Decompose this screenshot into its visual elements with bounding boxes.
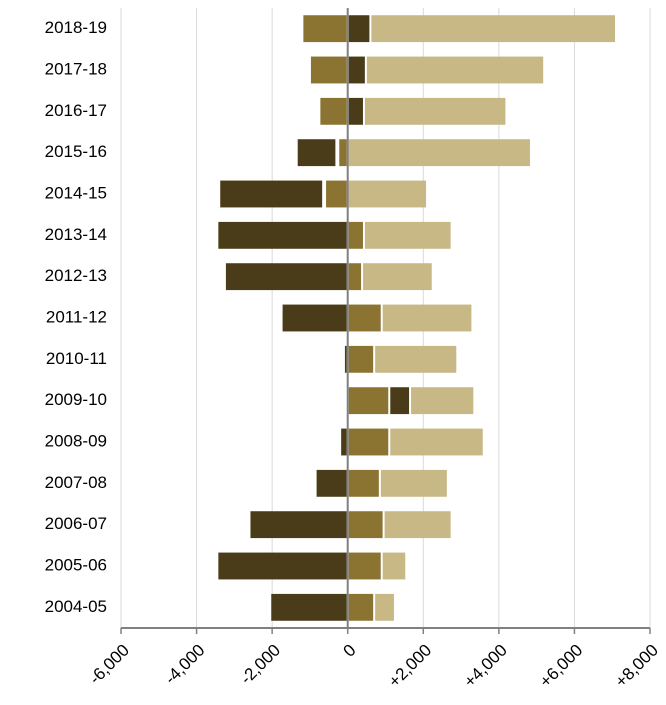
category-label: 2012-13 [45,266,107,285]
bar-2018-19-segment-1 [348,15,370,43]
bar-2008-09-segment-2 [390,428,483,456]
bar-2017-18-segment-0 [310,56,347,84]
bar-2015-16-segment-0 [297,139,336,167]
bar-2005-06-segment-1 [348,552,381,580]
bar-2010-11-segment-1 [348,345,374,373]
x-tick-label: -4,000 [161,641,209,689]
x-tick-label: +8,000 [611,641,662,692]
bar-2006-07-segment-1 [348,511,383,539]
bar-2007-08-segment-2 [380,469,447,497]
bar-2011-12-segment-2 [382,304,472,332]
category-label: 2014-15 [45,183,107,202]
category-label: 2004-05 [45,597,107,616]
bar-2013-14-segment-1 [348,221,363,249]
bar-2007-08-segment-0 [316,469,347,497]
bar-2005-06-segment-0 [218,552,347,580]
bar-2016-17-segment-0 [320,97,347,125]
bar-2017-18-segment-2 [366,56,544,84]
x-tick-label: -6,000 [85,641,133,689]
bar-2004-05-segment-0 [271,593,347,621]
bar-2014-15-segment-1 [326,180,347,208]
bar-2007-08-segment-1 [348,469,379,497]
bar-2006-07-segment-2 [384,511,451,539]
bar-2018-19-segment-2 [371,15,615,43]
x-tick-label: 0 [340,641,360,661]
bar-2012-13-segment-2 [363,263,432,291]
x-tick-label: +4,000 [460,641,511,692]
category-label: 2006-07 [45,514,107,533]
category-label: 2005-06 [45,555,107,574]
category-label: 2011-12 [46,307,107,326]
bar-2016-17-segment-2 [364,97,506,125]
category-label: 2016-17 [45,101,107,120]
x-tick-label: -2,000 [237,641,285,689]
bar-2013-14-segment-0 [218,221,347,249]
x-tick-label: +2,000 [385,641,436,692]
bars [218,15,615,621]
bar-2014-15-segment-0 [220,180,323,208]
bar-2014-15-segment-2 [348,180,427,208]
category-label: 2009-10 [45,390,107,409]
bar-2008-09-segment-0 [341,428,347,456]
bar-2004-05-segment-1 [348,593,374,621]
category-label: 2008-09 [45,431,107,450]
bar-2008-09-segment-1 [348,428,389,456]
bar-2015-16-segment-1 [339,139,347,167]
category-label: 2010-11 [46,349,107,368]
bar-2011-12-segment-0 [282,304,347,332]
bar-2018-19-segment-0 [303,15,347,43]
bar-2015-16-segment-2 [348,139,530,167]
bar-2004-05-segment-2 [375,593,394,621]
category-label: 2018-19 [45,18,107,37]
bar-2005-06-segment-2 [382,552,406,580]
bar-2017-18-segment-1 [348,56,365,84]
bar-2016-17-segment-1 [348,97,363,125]
bar-2011-12-segment-1 [348,304,381,332]
bar-2009-10-segment-1 [390,387,410,415]
bar-2010-11-segment-0 [344,345,347,373]
bar-2012-13-segment-0 [225,263,347,291]
bar-2009-10-segment-2 [411,387,474,415]
bar-2009-10-segment-0 [348,387,389,415]
category-label: 2017-18 [45,59,107,78]
x-tick-label: +6,000 [536,641,587,692]
bar-2010-11-segment-2 [375,345,457,373]
category-label: 2013-14 [45,225,107,244]
category-label: 2007-08 [45,473,107,492]
bar-2012-13-segment-1 [348,263,362,291]
axes [120,8,651,634]
category-label: 2015-16 [45,142,107,161]
bar-2013-14-segment-2 [364,221,451,249]
bar-2006-07-segment-0 [250,511,347,539]
